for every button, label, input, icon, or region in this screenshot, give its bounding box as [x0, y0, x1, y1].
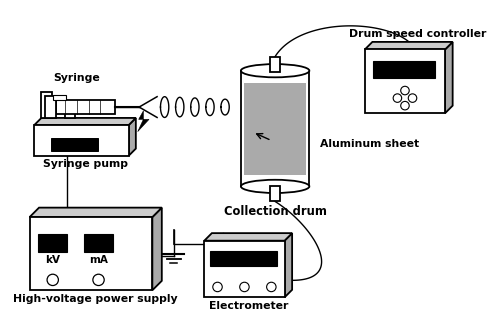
Circle shape — [408, 94, 417, 102]
Circle shape — [47, 274, 58, 285]
Circle shape — [240, 282, 249, 292]
Bar — [42, 92, 52, 118]
Ellipse shape — [241, 64, 310, 77]
Bar — [270, 186, 280, 201]
Bar — [34, 125, 129, 156]
Bar — [270, 57, 280, 72]
Circle shape — [213, 282, 222, 292]
Text: Drum speed controller: Drum speed controller — [350, 29, 487, 39]
Text: Syringe: Syringe — [54, 72, 100, 82]
Circle shape — [393, 94, 402, 102]
Circle shape — [400, 102, 409, 110]
Text: Syringe pump: Syringe pump — [43, 159, 128, 170]
Bar — [84, 234, 113, 252]
Polygon shape — [204, 233, 292, 241]
Bar — [56, 100, 114, 114]
Bar — [30, 217, 152, 290]
Bar — [365, 50, 445, 113]
Polygon shape — [30, 208, 162, 217]
Bar — [45, 96, 56, 118]
Circle shape — [93, 274, 104, 285]
Text: High-voltage power supply: High-voltage power supply — [14, 293, 178, 304]
Bar — [374, 61, 434, 78]
Ellipse shape — [241, 180, 310, 193]
Text: Electrometer: Electrometer — [208, 300, 288, 311]
Polygon shape — [284, 233, 292, 297]
Text: Aluminum sheet: Aluminum sheet — [320, 139, 419, 149]
Text: kV: kV — [45, 255, 60, 265]
Bar — [244, 82, 306, 175]
Bar — [38, 234, 68, 252]
Bar — [204, 241, 284, 297]
Bar — [210, 251, 277, 266]
Circle shape — [400, 86, 409, 95]
Polygon shape — [445, 42, 452, 113]
Text: mA: mA — [89, 255, 108, 265]
Polygon shape — [34, 118, 136, 125]
Circle shape — [266, 282, 276, 292]
Polygon shape — [138, 111, 149, 132]
Bar — [52, 95, 66, 100]
Polygon shape — [152, 208, 162, 290]
Bar — [51, 138, 98, 151]
Bar — [241, 71, 310, 186]
Polygon shape — [365, 42, 452, 50]
Text: Collection drum: Collection drum — [224, 205, 326, 218]
Polygon shape — [129, 118, 136, 156]
Bar — [65, 102, 76, 118]
